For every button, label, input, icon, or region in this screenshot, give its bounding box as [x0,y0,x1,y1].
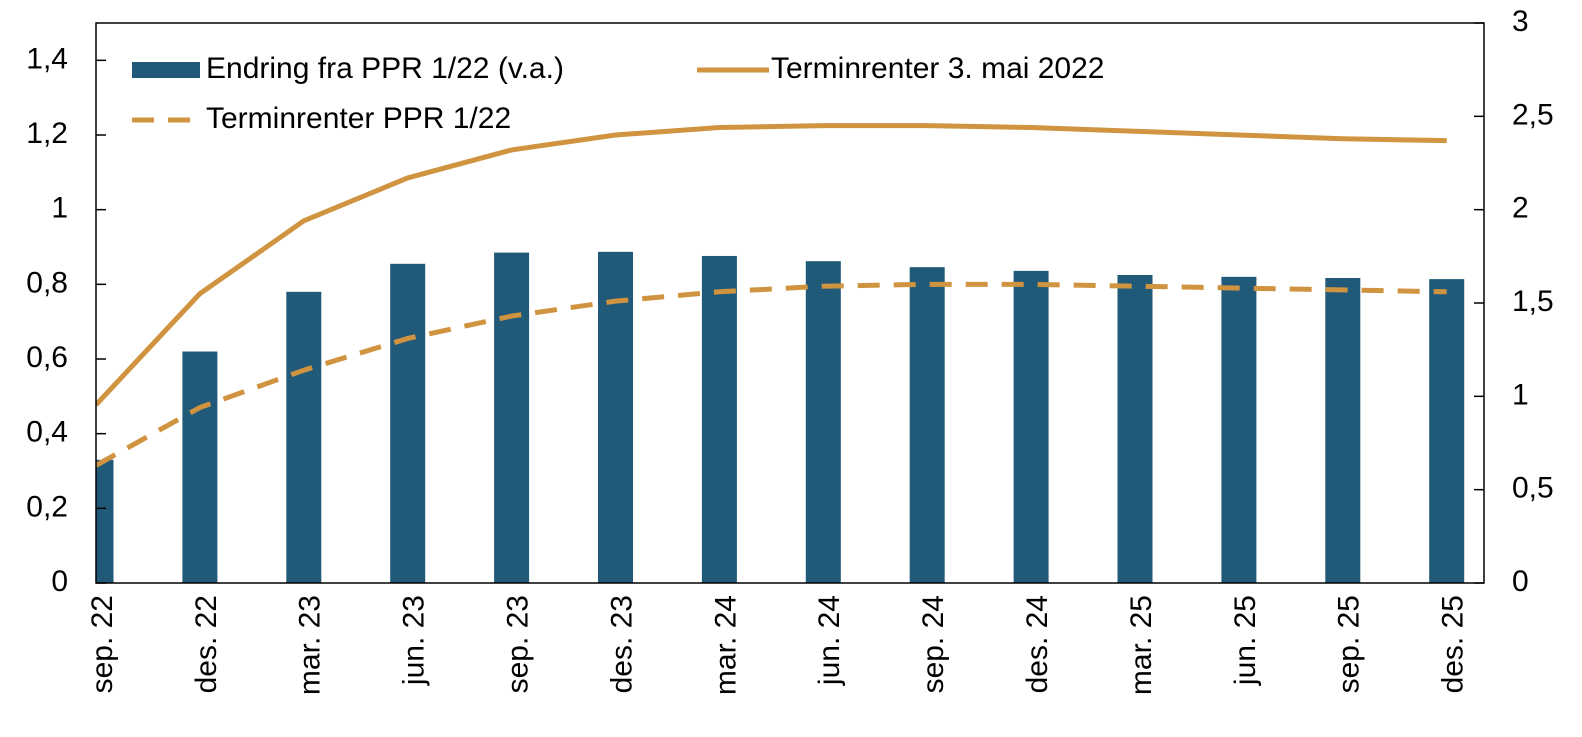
bar [1325,277,1361,583]
plot-area [96,123,1465,583]
bar [1013,270,1049,583]
y-tick-label: 0 [51,565,68,598]
x-tick-label: sep. 23 [502,595,535,693]
bar [1221,276,1257,583]
x-tick-label: mar. 24 [709,595,742,695]
y-tick-label: 0,8 [26,266,68,299]
x-tick-label: sep. 24 [917,595,950,693]
x-tick-label: des. 22 [190,595,223,693]
bar [909,267,945,583]
y-tick-label: 1,4 [26,42,68,75]
legend-swatch [132,62,200,78]
y2-tick-label: 2 [1512,192,1529,225]
x-tick-label: mar. 23 [294,595,327,695]
line [96,281,1447,468]
bar [1429,279,1465,583]
x-tick-label: sep. 25 [1333,595,1366,693]
y2-tick-label: 1 [1512,378,1529,411]
y2-tick-label: 2,5 [1512,98,1554,131]
legend-label: Terminrenter 3. mai 2022 [771,52,1105,85]
y2-tick-label: 0 [1512,565,1529,598]
y2-tick-label: 3 [1512,5,1529,38]
bar [701,255,737,583]
bar [96,459,114,583]
bar [1117,275,1153,583]
x-tick-label: des. 24 [1021,595,1054,693]
bar [182,351,218,583]
x-tick-label: des. 23 [605,595,638,693]
x-tick-label: des. 25 [1437,595,1470,693]
bar [286,291,322,583]
y-tick-label: 0,2 [26,490,68,523]
x-tick-label: mar. 25 [1125,595,1158,695]
line [96,123,1447,407]
y-tick-label: 1,2 [26,117,68,150]
bar [494,252,530,583]
x-tick-label: jun. 25 [1229,595,1262,686]
legend-label: Terminrenter PPR 1/22 [206,102,511,135]
y2-tick-label: 0,5 [1512,472,1554,505]
y2-tick-label: 1,5 [1512,285,1554,318]
bar [598,251,633,583]
bar [805,261,841,583]
legend-label: Endring fra PPR 1/22 (v.a.) [206,52,564,85]
y-tick-label: 0,4 [26,416,68,449]
x-tick-label: sep. 22 [86,595,119,693]
x-tick-label: jun. 23 [398,595,431,686]
y-tick-label: 0,6 [26,341,68,374]
x-tick-label: jun. 24 [813,595,846,686]
y-tick-label: 1 [51,192,68,225]
bar [390,263,426,583]
